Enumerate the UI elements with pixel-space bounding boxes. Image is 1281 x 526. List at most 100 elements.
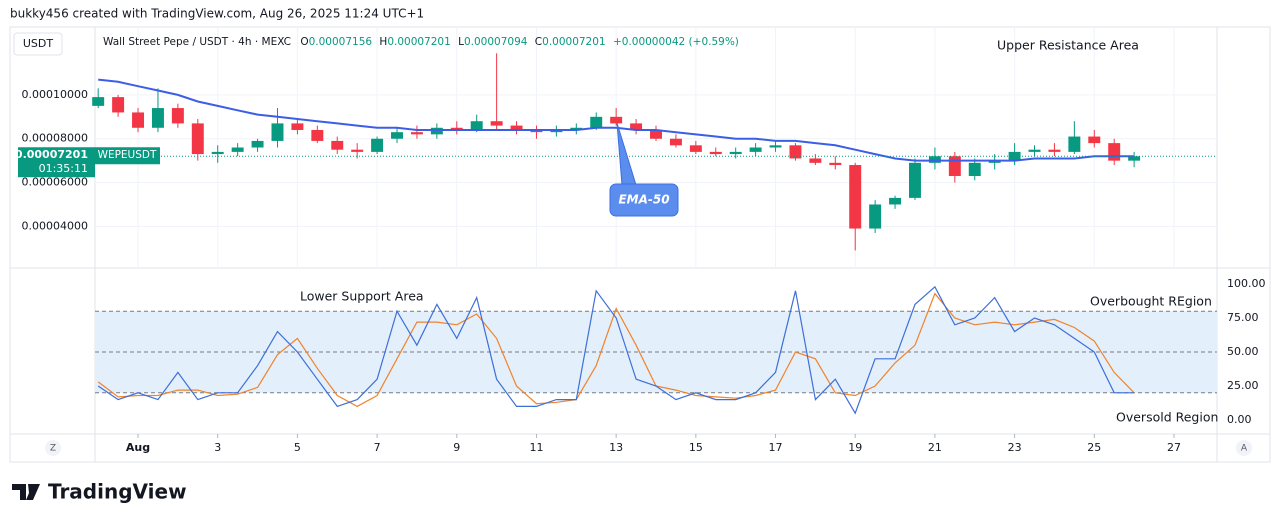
- candle-body: [331, 140, 344, 150]
- symbol-info: Wall Street Pepe / USDT · 4h · MEXC O0.0…: [103, 36, 739, 48]
- symbol-box: [95, 147, 160, 165]
- logo-icon: [12, 484, 40, 500]
- ohlc-key: L: [458, 36, 464, 48]
- candle-body: [789, 145, 802, 159]
- candle-body: [709, 151, 722, 155]
- y-tick-label: 50.00: [1227, 345, 1259, 358]
- ohlc-value: 0.00007094: [464, 36, 528, 48]
- candle-body: [490, 121, 503, 126]
- candle-body: [510, 125, 523, 130]
- candle-body: [689, 145, 702, 152]
- candle-body: [590, 116, 603, 128]
- callout-label: EMA-50: [618, 193, 669, 207]
- annotation: Upper Resistance Area: [997, 38, 1139, 53]
- x-tick-label: 5: [294, 441, 301, 454]
- candle-body: [550, 129, 563, 133]
- candle-body: [311, 129, 324, 141]
- candle-body: [889, 197, 902, 205]
- ohlc-value: 0.00007201: [387, 36, 450, 48]
- x-tick-label: 13: [609, 441, 623, 454]
- candle-body: [650, 129, 662, 139]
- candle-body: [869, 204, 882, 229]
- x-tick-label: 23: [1008, 441, 1022, 454]
- candle-body: [729, 151, 742, 155]
- x-tick-label: 11: [529, 441, 543, 454]
- candle-body: [171, 108, 184, 124]
- candle-body: [669, 138, 682, 146]
- frame: [9, 26, 1271, 463]
- candle-body: [112, 97, 125, 113]
- oscillator-line: [97, 292, 1135, 408]
- currency: USDT: [23, 37, 54, 50]
- y-tick-label: 0.00008000: [22, 132, 88, 145]
- ohlc-value: 0.00007156: [309, 36, 373, 48]
- candle-body: [92, 97, 105, 106]
- candle-body: [231, 147, 244, 152]
- y-tick-label: 75.00: [1227, 311, 1259, 324]
- candle-body: [1128, 156, 1141, 161]
- candle-body: [430, 127, 443, 135]
- candle-body: [610, 116, 623, 124]
- x-tick-label: 27: [1167, 441, 1181, 454]
- candle-body: [1088, 136, 1101, 144]
- candle-body: [909, 162, 921, 198]
- plot: 0.00004000 0.00006000 0.00008000 0.00010000…: [15, 27, 1266, 454]
- x-tick-label: 15: [689, 441, 703, 454]
- candle-body: [928, 156, 941, 163]
- candle-body: [570, 127, 583, 130]
- candle-body: [769, 145, 782, 148]
- oscillator-line: [97, 285, 1135, 415]
- candle-body: [1108, 143, 1121, 161]
- y-tick-label: 0.00: [1227, 413, 1252, 426]
- symbol: Wall Street Pepe / USDT · 4h · MEXC: [103, 36, 291, 48]
- button[interactable]: [45, 440, 61, 456]
- candle-body: [371, 138, 384, 152]
- candle-body: [1048, 149, 1061, 152]
- candle-body: [291, 123, 304, 130]
- caption: bukky456 created with TradingView.com, A…: [10, 7, 424, 21]
- x-tick-label: 3: [214, 441, 221, 454]
- candle-body: [271, 123, 284, 141]
- candle-body: [948, 156, 961, 176]
- candle-body: [191, 123, 204, 155]
- candle-body: [351, 149, 364, 152]
- annotation: Overbought REgion: [1090, 294, 1212, 309]
- x-tick-label: 9: [453, 441, 460, 454]
- button-label: Z: [50, 444, 56, 454]
- candle-body: [988, 160, 1001, 163]
- ohlc-key: H: [379, 36, 387, 48]
- y-tick-label: 0.00004000: [22, 219, 88, 232]
- callout-pointer: [616, 122, 637, 186]
- last-price-box: [18, 147, 95, 178]
- candle-body: [809, 158, 822, 163]
- symbol-label: WEPEUSDT: [98, 149, 157, 161]
- candle-body: [151, 108, 164, 128]
- countdown: 01:35:11: [39, 162, 88, 175]
- candle-body: [251, 140, 264, 148]
- y-tick-label: 0.00010000: [22, 88, 88, 101]
- candle-body: [391, 132, 403, 139]
- button[interactable]: [1236, 440, 1252, 456]
- candle-body: [211, 151, 224, 155]
- logo: TradingView: [48, 480, 187, 504]
- callout: [609, 183, 679, 217]
- ohlc-key: C: [535, 36, 542, 48]
- annotation: Oversold Region: [1116, 410, 1218, 425]
- candle-body: [1068, 136, 1081, 152]
- candle-body: [1008, 151, 1021, 161]
- x-tick-label: Aug: [126, 441, 150, 454]
- candle-body: [450, 127, 463, 130]
- candle-body: [530, 129, 543, 133]
- candle-body: [1028, 149, 1041, 152]
- annotation: Lower Support Area: [300, 289, 424, 304]
- last-price-label: 0.00007201: [15, 148, 88, 161]
- candle-body: [410, 132, 423, 135]
- currency-box[interactable]: [13, 32, 63, 56]
- ohlc-value: 0.00007201: [542, 36, 605, 48]
- candle-body: [968, 162, 981, 176]
- change: +0.00000042 (+0.59%): [613, 36, 739, 48]
- x-tick-label: 7: [374, 441, 381, 454]
- candle-body: [849, 165, 862, 229]
